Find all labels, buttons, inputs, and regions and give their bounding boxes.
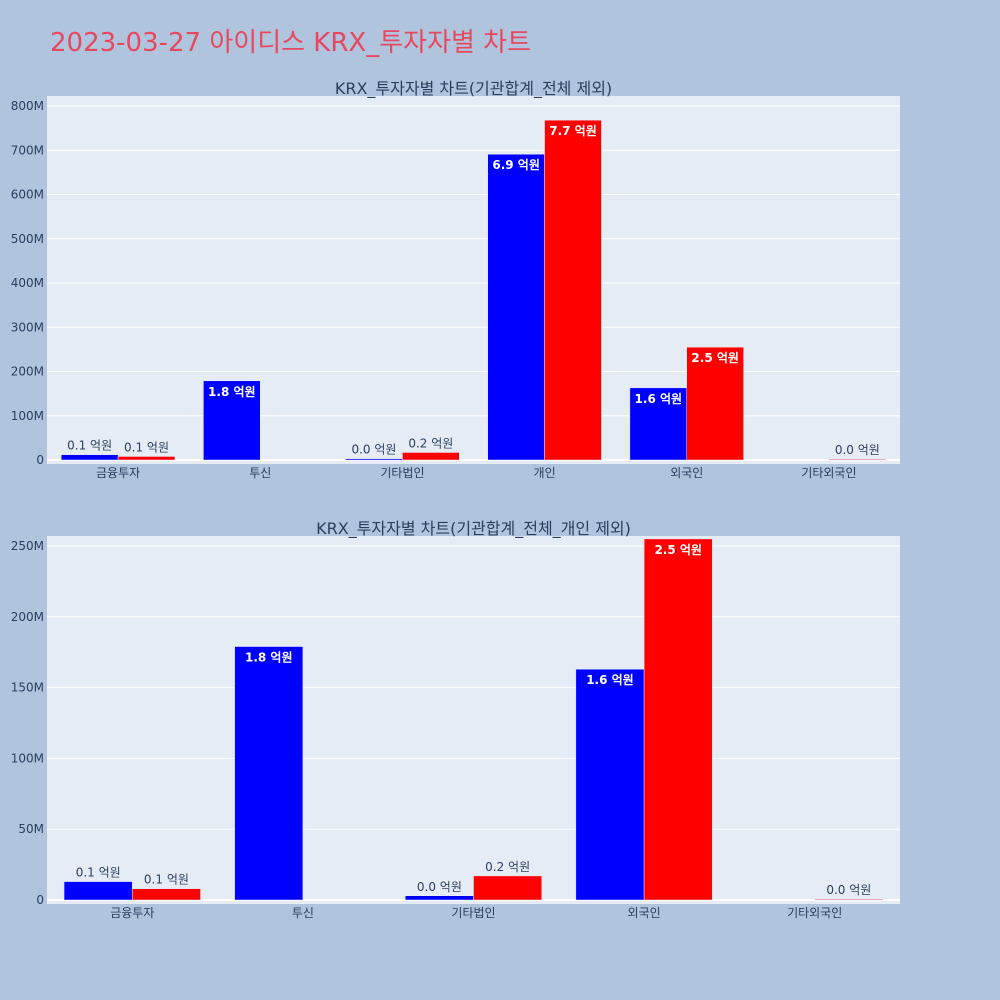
data-label: 1.6 억원 <box>635 392 683 406</box>
data-label: 2.5 억원 <box>654 543 702 557</box>
y-tick-label: 100M <box>11 409 44 423</box>
bar <box>132 888 201 901</box>
x-tick-label: 개인 <box>534 466 556 480</box>
page-title: 2023-03-27 아이디스 KRX_투자자별 차트 <box>50 28 532 58</box>
bar <box>544 119 602 461</box>
data-label: 0.1 억원 <box>144 873 189 887</box>
data-label: 0.1 억원 <box>67 439 112 453</box>
data-label: 0.1 억원 <box>124 440 169 454</box>
data-label: 0.0 억원 <box>417 880 462 894</box>
x-tick-label: 외국인 <box>628 906 661 920</box>
bar <box>473 875 542 901</box>
y-tick-label: 150M <box>11 681 44 695</box>
bar <box>405 895 474 901</box>
data-label: 6.9 억원 <box>492 158 540 172</box>
chart-all-investors: KRX_투자자별 차트(기관합계_전체 제외) 0 100M 200M 300M 400M… <box>11 79 900 480</box>
x-tick-label: 투신 <box>292 906 314 920</box>
bar <box>60 454 119 461</box>
bar <box>828 458 887 461</box>
bar <box>814 898 884 901</box>
chart-title: KRX_투자자별 차트(기관합계_전체_개인 제외) <box>316 519 631 539</box>
y-tick-label: 800M <box>11 99 44 113</box>
bar <box>686 346 744 461</box>
bar <box>203 380 261 461</box>
plot-area <box>47 96 900 464</box>
bar <box>234 646 304 901</box>
x-tick-label: 기타법인 <box>380 466 424 480</box>
data-label: 2.5 억원 <box>691 351 739 365</box>
y-tick-label: 300M <box>11 320 44 334</box>
data-label: 0.0 억원 <box>826 883 871 897</box>
y-tick-label: 100M <box>11 751 44 765</box>
data-label: 1.8 억원 <box>245 651 293 665</box>
y-tick-label: 250M <box>11 539 44 553</box>
x-tick-label: 금융투자 <box>96 466 140 480</box>
chart-title: KRX_투자자별 차트(기관합계_전체 제외) <box>335 79 612 99</box>
y-tick-label: 500M <box>11 232 44 246</box>
y-tick-label: 50M <box>18 822 44 836</box>
bar <box>643 538 713 901</box>
bar <box>345 458 403 461</box>
data-label: 0.2 억원 <box>485 860 530 874</box>
data-label: 1.6 억원 <box>586 673 634 687</box>
y-tick-label: 400M <box>11 276 44 290</box>
x-tick-label: 금융투자 <box>110 906 154 920</box>
chart-excluding-individuals: KRX_투자자별 차트(기관합계_전체_개인 제외) 0 50M 100M 150M 20… <box>11 519 900 920</box>
data-label: 1.8 억원 <box>208 385 256 399</box>
bar <box>629 387 688 461</box>
bar <box>487 153 545 461</box>
data-label: 0.1 억원 <box>76 866 121 880</box>
bar <box>117 456 176 461</box>
x-tick-label: 기타외국인 <box>787 906 842 920</box>
y-tick-label: 600M <box>11 188 44 202</box>
y-tick-label: 0 <box>36 453 44 467</box>
data-label: 7.7 억원 <box>549 124 597 138</box>
bar <box>402 452 460 461</box>
y-tick-label: 700M <box>11 143 44 157</box>
plot-area <box>47 536 900 904</box>
x-tick-label: 기타법인 <box>451 906 495 920</box>
data-label: 0.0 억원 <box>835 443 880 457</box>
x-tick-label: 투신 <box>249 466 271 480</box>
data-label: 0.2 억원 <box>408 436 453 450</box>
y-tick-label: 0 <box>36 893 44 907</box>
y-tick-label: 200M <box>11 365 44 379</box>
x-tick-label: 기타외국인 <box>801 466 856 480</box>
x-tick-label: 외국인 <box>670 466 703 480</box>
bar <box>63 881 133 901</box>
data-label: 0.0 억원 <box>351 443 396 457</box>
y-tick-label: 200M <box>11 610 44 624</box>
bar <box>575 668 645 901</box>
